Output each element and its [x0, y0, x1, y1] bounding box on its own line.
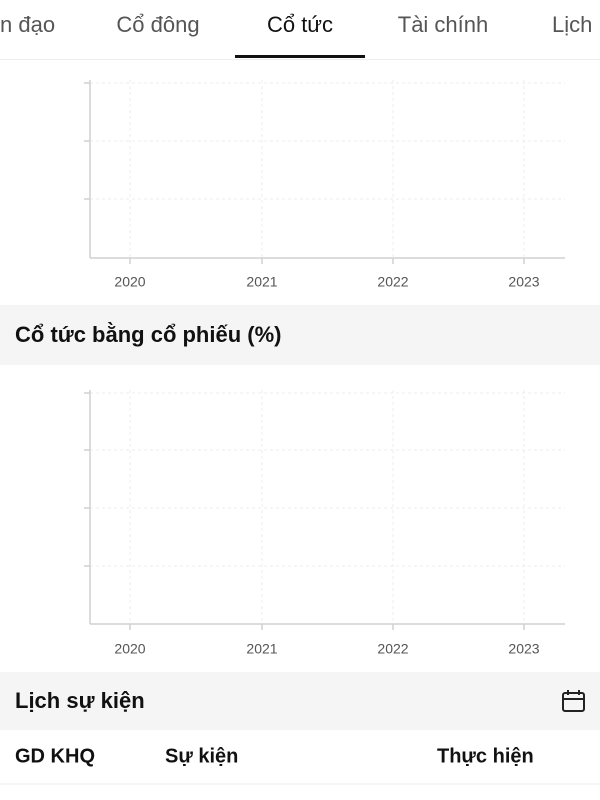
column-header: GD KHQ	[15, 745, 95, 767]
x-tick-label: 2021	[246, 274, 277, 290]
section-band	[0, 305, 600, 365]
x-tick-label: 2022	[377, 274, 408, 290]
column-header: Thực hiện	[437, 745, 534, 767]
tab[interactable]: Lịch	[552, 12, 592, 37]
x-tick-label: 2020	[114, 641, 145, 657]
section-band	[0, 672, 600, 730]
x-tick-label: 2022	[377, 641, 408, 657]
section-title: Cổ tức bằng cổ phiếu (%)	[15, 322, 281, 347]
section-title: Lịch sự kiện	[15, 688, 145, 713]
tab-indicator	[235, 55, 365, 58]
column-header: Sự kiện	[165, 745, 238, 767]
tab[interactable]: Cổ đông	[116, 12, 199, 37]
x-tick-label: 2023	[508, 641, 539, 657]
x-tick-label: 2023	[508, 274, 539, 290]
calendar-icon[interactable]	[562, 690, 585, 712]
x-tick-label: 2021	[246, 641, 277, 657]
tab[interactable]: Cổ tức	[267, 12, 333, 37]
tab[interactable]: n đạo	[0, 12, 55, 37]
tab[interactable]: Tài chính	[398, 12, 489, 37]
tab-bar	[0, 0, 600, 60]
x-tick-label: 2020	[114, 274, 145, 290]
